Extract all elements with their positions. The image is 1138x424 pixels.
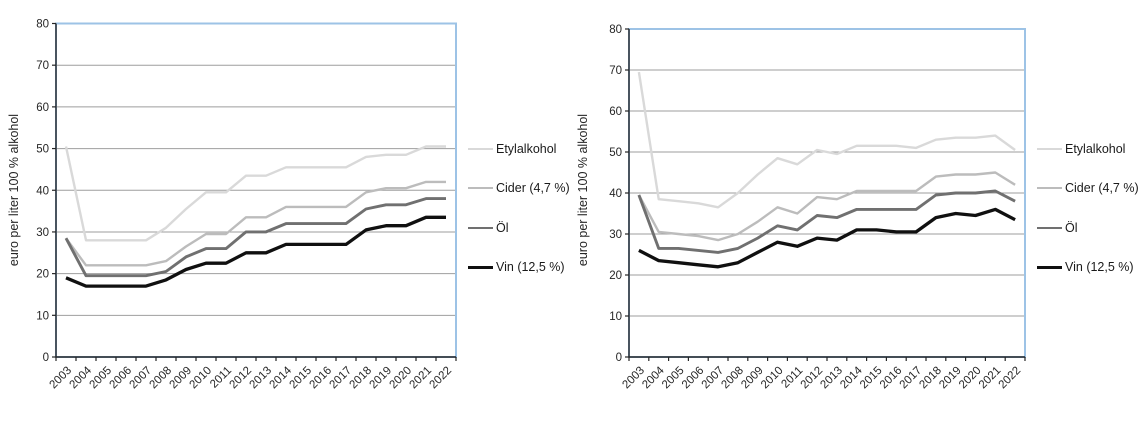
x-tick-label: 2016 <box>308 365 335 392</box>
series-line-vin <box>638 207 1016 269</box>
series-line-cider <box>637 171 1016 242</box>
x-tick-label: 2010 <box>759 365 786 392</box>
legend-swatch-vin <box>1037 265 1062 269</box>
x-tick-label: 2021 <box>977 365 1004 392</box>
y-tick-label: 60 <box>36 102 49 114</box>
x-tick-label: 2022 <box>997 365 1024 392</box>
legend-item-ol: Öl <box>1037 220 1078 236</box>
y-tick-label: 80 <box>609 24 622 36</box>
x-tick-label: 2013 <box>248 365 275 392</box>
legend-item-cider: Cider (4,7 %) <box>468 180 570 196</box>
legend-label-vin: Vin (12,5 %) <box>496 260 565 274</box>
series-line-cider <box>65 180 446 267</box>
x-tick-label: 2022 <box>428 365 455 392</box>
y-tick-label: 0 <box>43 352 49 364</box>
chart-right: euro per liter 100 % alkohol 0 10 20 30 40 50… <box>569 0 1138 424</box>
x-tick-label: 2008 <box>148 365 175 392</box>
x-tick-label: 2020 <box>388 365 415 392</box>
legend-label-ol: Öl <box>1065 220 1078 235</box>
y-tick-label: 0 <box>616 352 622 364</box>
x-tick-label: 2019 <box>937 365 964 392</box>
x-tick-label: 2006 <box>680 365 707 392</box>
legend-swatch-cider <box>1037 187 1062 189</box>
x-tick-label: 2007 <box>128 365 155 392</box>
legend-swatch-etylalkohol <box>1037 148 1062 150</box>
y-tick-label: 20 <box>36 269 49 281</box>
y-tick-label: 30 <box>609 229 622 241</box>
chart-left: euro per liter 100 % alkohol 0 10 20 30 40 50… <box>7 19 570 392</box>
x-tick-label: 2018 <box>917 365 944 392</box>
y-tick-label: 40 <box>36 185 49 197</box>
x-tick-label: 2006 <box>108 365 135 392</box>
x-tick-label: 2003 <box>620 365 647 392</box>
legend-label-ol: Öl <box>496 220 509 235</box>
x-tick-label: 2016 <box>878 365 905 392</box>
x-tick-label: 2015 <box>858 365 885 392</box>
legend-label-vin: Vin (12,5 %) <box>1065 260 1134 274</box>
y-tick-label: 10 <box>609 311 622 323</box>
x-tick-label: 2014 <box>268 364 295 391</box>
y-tick-label: 70 <box>36 60 49 72</box>
series-line-etylalkohol <box>637 71 1016 209</box>
legend-swatch-ol <box>468 226 493 229</box>
series-line-ol <box>637 189 1016 254</box>
x-tick-label: 2020 <box>957 365 984 392</box>
plot-area-left: 0102030405060708020032004200520062007200… <box>36 19 457 392</box>
x-tick-label: 2005 <box>88 365 115 392</box>
y-tick-label: 60 <box>609 106 622 118</box>
x-tick-label: 2008 <box>719 365 746 392</box>
x-tick-label: 2009 <box>739 365 766 392</box>
x-tick-label: 2012 <box>228 365 255 392</box>
legend-label-etylalkohol: Etylalkohol <box>1065 142 1126 156</box>
legend-label-etylalkohol: Etylalkohol <box>496 142 557 156</box>
x-tick-label: 2003 <box>48 365 75 392</box>
y-tick-label: 70 <box>609 65 622 77</box>
x-tick-label: 2017 <box>898 365 925 392</box>
x-tick-label: 2004 <box>68 364 95 391</box>
legend-label-cider: Cider (4,7 %) <box>1065 181 1138 195</box>
legend-swatch-cider <box>468 187 493 189</box>
x-tick-label: 2012 <box>799 365 826 392</box>
legend-swatch-etylalkohol <box>468 148 493 150</box>
series-line-vin <box>65 215 446 288</box>
x-tick-label: 2005 <box>660 365 687 392</box>
series-line-ol <box>64 197 446 278</box>
legend-item-vin: Vin (12,5 %) <box>1037 259 1134 275</box>
x-tick-label: 2018 <box>348 365 375 392</box>
legend-item-etylalkohol: Etylalkohol <box>1037 141 1125 157</box>
x-tick-label: 2021 <box>408 365 435 392</box>
y-tick-label: 30 <box>36 227 49 239</box>
legend-item-etylalkohol: Etylalkohol <box>468 141 556 157</box>
y-tick-label: 10 <box>36 310 49 322</box>
legend-swatch-ol <box>1037 226 1062 229</box>
plot-area-right: 0102030405060708020032004200520062007200… <box>609 24 1026 392</box>
x-tick-label: 2007 <box>700 365 727 392</box>
y-tick-label: 40 <box>609 188 622 200</box>
y-tick-label: 20 <box>609 270 622 282</box>
x-tick-label: 2015 <box>288 365 315 392</box>
series-line-etylalkohol <box>64 145 446 242</box>
y-tick-label: 50 <box>36 144 49 156</box>
y-tick-label: 50 <box>609 147 622 159</box>
y-tick-label: 80 <box>36 19 49 31</box>
x-tick-label: 2017 <box>328 365 355 392</box>
x-tick-label: 2010 <box>188 365 215 392</box>
legend-item-ol: Öl <box>468 220 509 236</box>
x-tick-label: 2009 <box>168 365 195 392</box>
legend-item-cider: Cider (4,7 %) <box>1037 180 1138 196</box>
legend-swatch-vin <box>468 265 493 269</box>
legend-label-cider: Cider (4,7 %) <box>496 181 570 195</box>
x-tick-label: 2019 <box>368 365 395 392</box>
legend-item-vin: Vin (12,5 %) <box>468 259 565 275</box>
x-tick-label: 2013 <box>818 365 845 392</box>
